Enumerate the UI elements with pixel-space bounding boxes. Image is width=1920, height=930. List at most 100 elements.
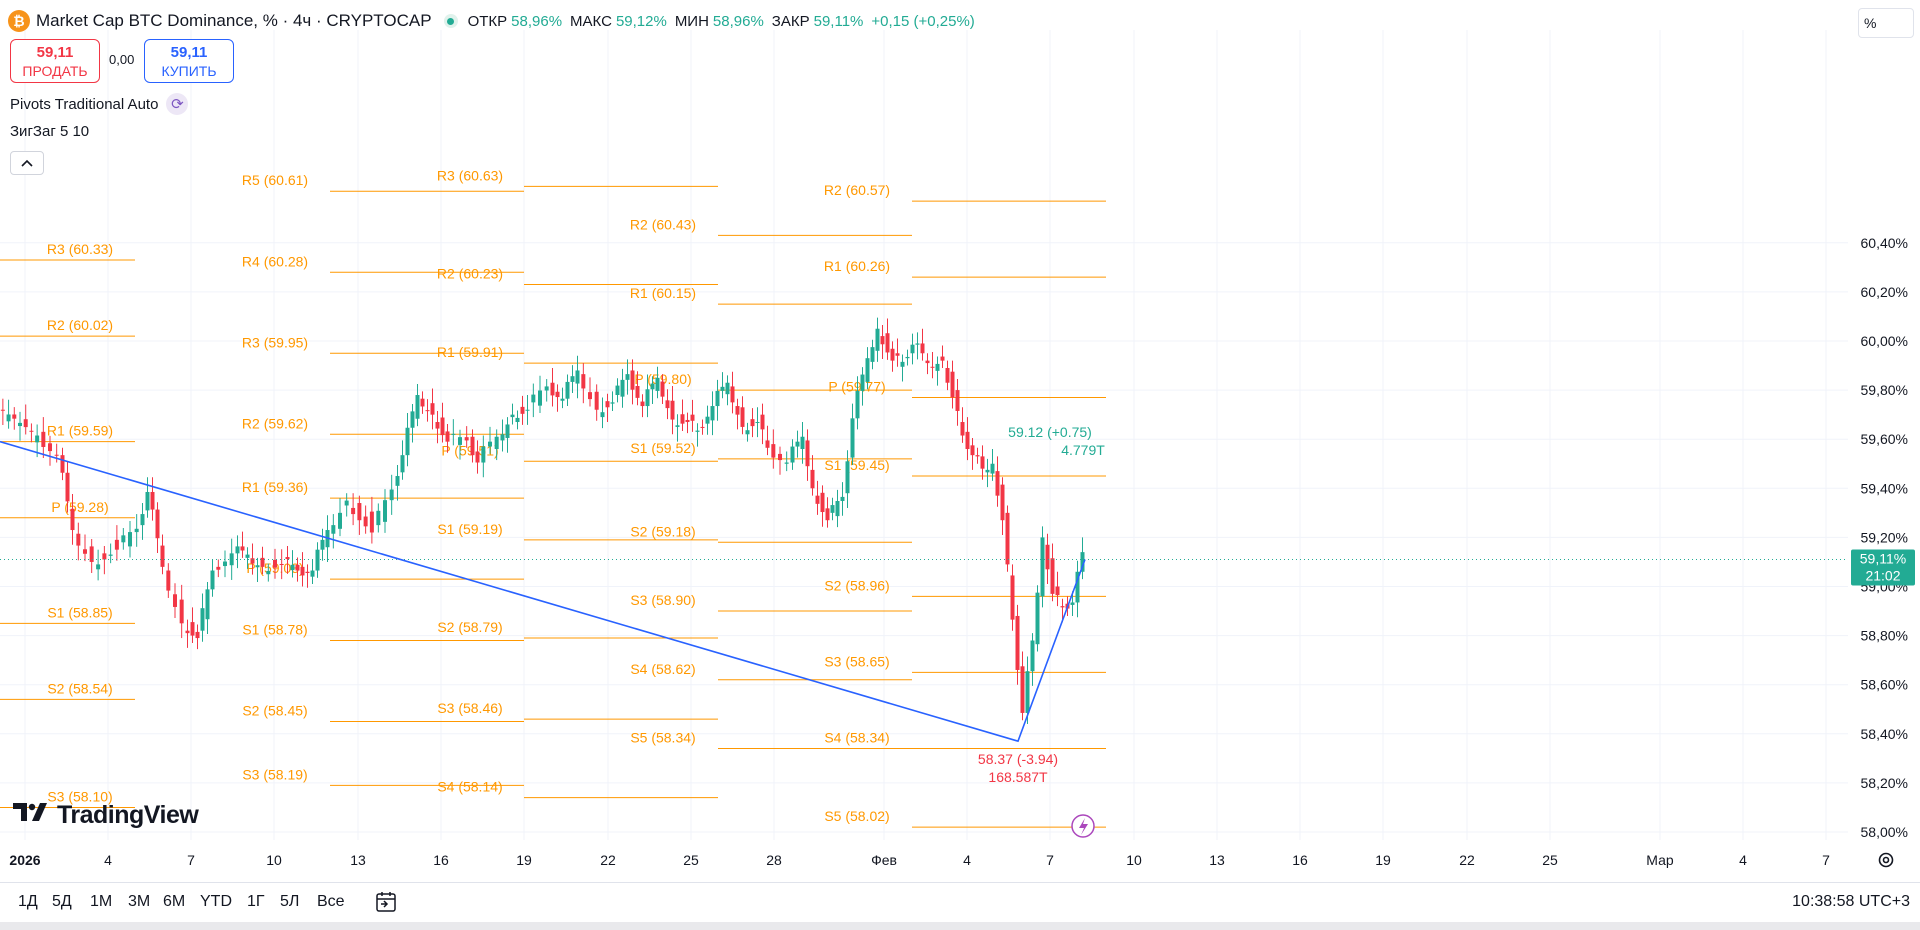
candle-body[interactable] xyxy=(200,608,205,631)
candle-body[interactable] xyxy=(635,386,640,398)
candle-body[interactable] xyxy=(925,360,930,364)
candle-body[interactable] xyxy=(179,599,184,624)
candle-body[interactable] xyxy=(588,392,592,400)
candle-body[interactable] xyxy=(140,514,145,526)
candle-body[interactable] xyxy=(865,358,870,382)
range-button-4[interactable]: 6М xyxy=(163,893,186,910)
candle-body[interactable] xyxy=(369,511,374,533)
candle-body[interactable] xyxy=(488,441,492,447)
candle-body[interactable] xyxy=(266,570,271,575)
candle-body[interactable] xyxy=(400,455,405,473)
candle-body[interactable] xyxy=(440,417,445,436)
candle-body[interactable] xyxy=(695,430,700,432)
candle-body[interactable] xyxy=(715,390,720,407)
candle-body[interactable] xyxy=(1025,671,1030,713)
candle-body[interactable] xyxy=(216,566,221,570)
candle-body[interactable] xyxy=(750,419,755,427)
candle-body[interactable] xyxy=(1045,544,1050,570)
candle-body[interactable] xyxy=(915,343,920,345)
candle-body[interactable] xyxy=(235,546,240,554)
candle-body[interactable] xyxy=(900,361,905,367)
candle-body[interactable] xyxy=(778,453,782,461)
candle-body[interactable] xyxy=(240,546,245,551)
candle-body[interactable] xyxy=(645,389,650,407)
candle-body[interactable] xyxy=(760,414,765,430)
candle-body[interactable] xyxy=(895,353,900,356)
candle-body[interactable] xyxy=(1035,592,1040,645)
candle-body[interactable] xyxy=(435,422,440,429)
candle-body[interactable] xyxy=(560,398,565,401)
buy-button[interactable]: 59,11 КУПИТЬ xyxy=(144,39,234,83)
candle-body[interactable] xyxy=(950,371,955,398)
candle-body[interactable] xyxy=(1010,575,1015,620)
candle-body[interactable] xyxy=(625,374,630,380)
candle-body[interactable] xyxy=(205,589,210,620)
candle-body[interactable] xyxy=(35,435,40,443)
calendar-range-icon[interactable] xyxy=(374,891,398,913)
candle-body[interactable] xyxy=(840,496,845,501)
candle-body[interactable] xyxy=(121,535,126,543)
candle-body[interactable] xyxy=(260,557,265,567)
candle-body[interactable] xyxy=(18,422,22,427)
candle-body[interactable] xyxy=(108,554,113,556)
candle-body[interactable] xyxy=(210,570,215,590)
candle-body[interactable] xyxy=(83,549,87,554)
candle-body[interactable] xyxy=(771,444,776,458)
candle-body[interactable] xyxy=(735,406,740,415)
candle-body[interactable] xyxy=(395,476,400,486)
candle-body[interactable] xyxy=(1005,512,1010,565)
sell-button[interactable]: 59,11 ПРОДАТЬ xyxy=(10,39,100,83)
candle-body[interactable] xyxy=(279,563,284,565)
candle-body[interactable] xyxy=(660,381,665,397)
candle-body[interactable] xyxy=(784,462,789,464)
candle-body[interactable] xyxy=(685,419,690,423)
range-button-1[interactable]: 5Д xyxy=(52,893,72,910)
range-button-6[interactable]: 1Г xyxy=(247,893,265,910)
candle-body[interactable] xyxy=(650,383,655,390)
candle-body[interactable] xyxy=(820,492,825,513)
candle-body[interactable] xyxy=(173,594,177,607)
candle-body[interactable] xyxy=(575,370,580,384)
candle-body[interactable] xyxy=(995,471,1000,496)
candle-body[interactable] xyxy=(725,382,730,395)
candle-body[interactable] xyxy=(481,446,486,463)
indicator-pivots[interactable]: Pivots Traditional Auto ⟳ xyxy=(10,93,189,115)
candle-body[interactable] xyxy=(1040,537,1045,597)
candle-body[interactable] xyxy=(410,411,415,428)
candle-body[interactable] xyxy=(525,409,530,411)
gear-icon[interactable] xyxy=(1876,850,1896,870)
candle-body[interactable] xyxy=(150,491,155,510)
candle-body[interactable] xyxy=(96,564,101,570)
candle-body[interactable] xyxy=(134,528,139,533)
candle-body[interactable] xyxy=(451,433,456,435)
candle-body[interactable] xyxy=(690,414,695,421)
candle-body[interactable] xyxy=(54,454,59,456)
candle-body[interactable] xyxy=(305,571,310,573)
candle-body[interactable] xyxy=(885,333,890,353)
candle-body[interactable] xyxy=(890,348,895,361)
range-button-7[interactable]: 5Л xyxy=(280,893,300,910)
candle-body[interactable] xyxy=(765,440,770,448)
candle-body[interactable] xyxy=(860,374,865,391)
candle-body[interactable] xyxy=(581,374,586,389)
candle-body[interactable] xyxy=(70,508,75,531)
candle-body[interactable] xyxy=(60,455,65,473)
candle-body[interactable] xyxy=(128,532,132,547)
candle-body[interactable] xyxy=(114,539,119,550)
candle-body[interactable] xyxy=(830,505,835,513)
candle-body[interactable] xyxy=(331,525,336,534)
candle-body[interactable] xyxy=(1075,571,1080,603)
symbol-title[interactable]: Market Cap BTC Dominance, % · 4ч · CRYPT… xyxy=(36,11,432,30)
candle-body[interactable] xyxy=(845,461,850,494)
candle-body[interactable] xyxy=(515,417,520,423)
candle-body[interactable] xyxy=(6,414,11,422)
candle-body[interactable] xyxy=(12,414,17,419)
candle-body[interactable] xyxy=(975,455,980,457)
candle-body[interactable] xyxy=(675,425,680,427)
candle-body[interactable] xyxy=(730,386,735,403)
range-button-5[interactable]: YTD xyxy=(200,893,232,910)
indicator-zigzag[interactable]: ЗигЗаг 5 10 xyxy=(10,123,89,140)
candle-body[interactable] xyxy=(910,344,915,354)
candle-body[interactable] xyxy=(680,414,685,424)
candle-body[interactable] xyxy=(850,418,855,458)
